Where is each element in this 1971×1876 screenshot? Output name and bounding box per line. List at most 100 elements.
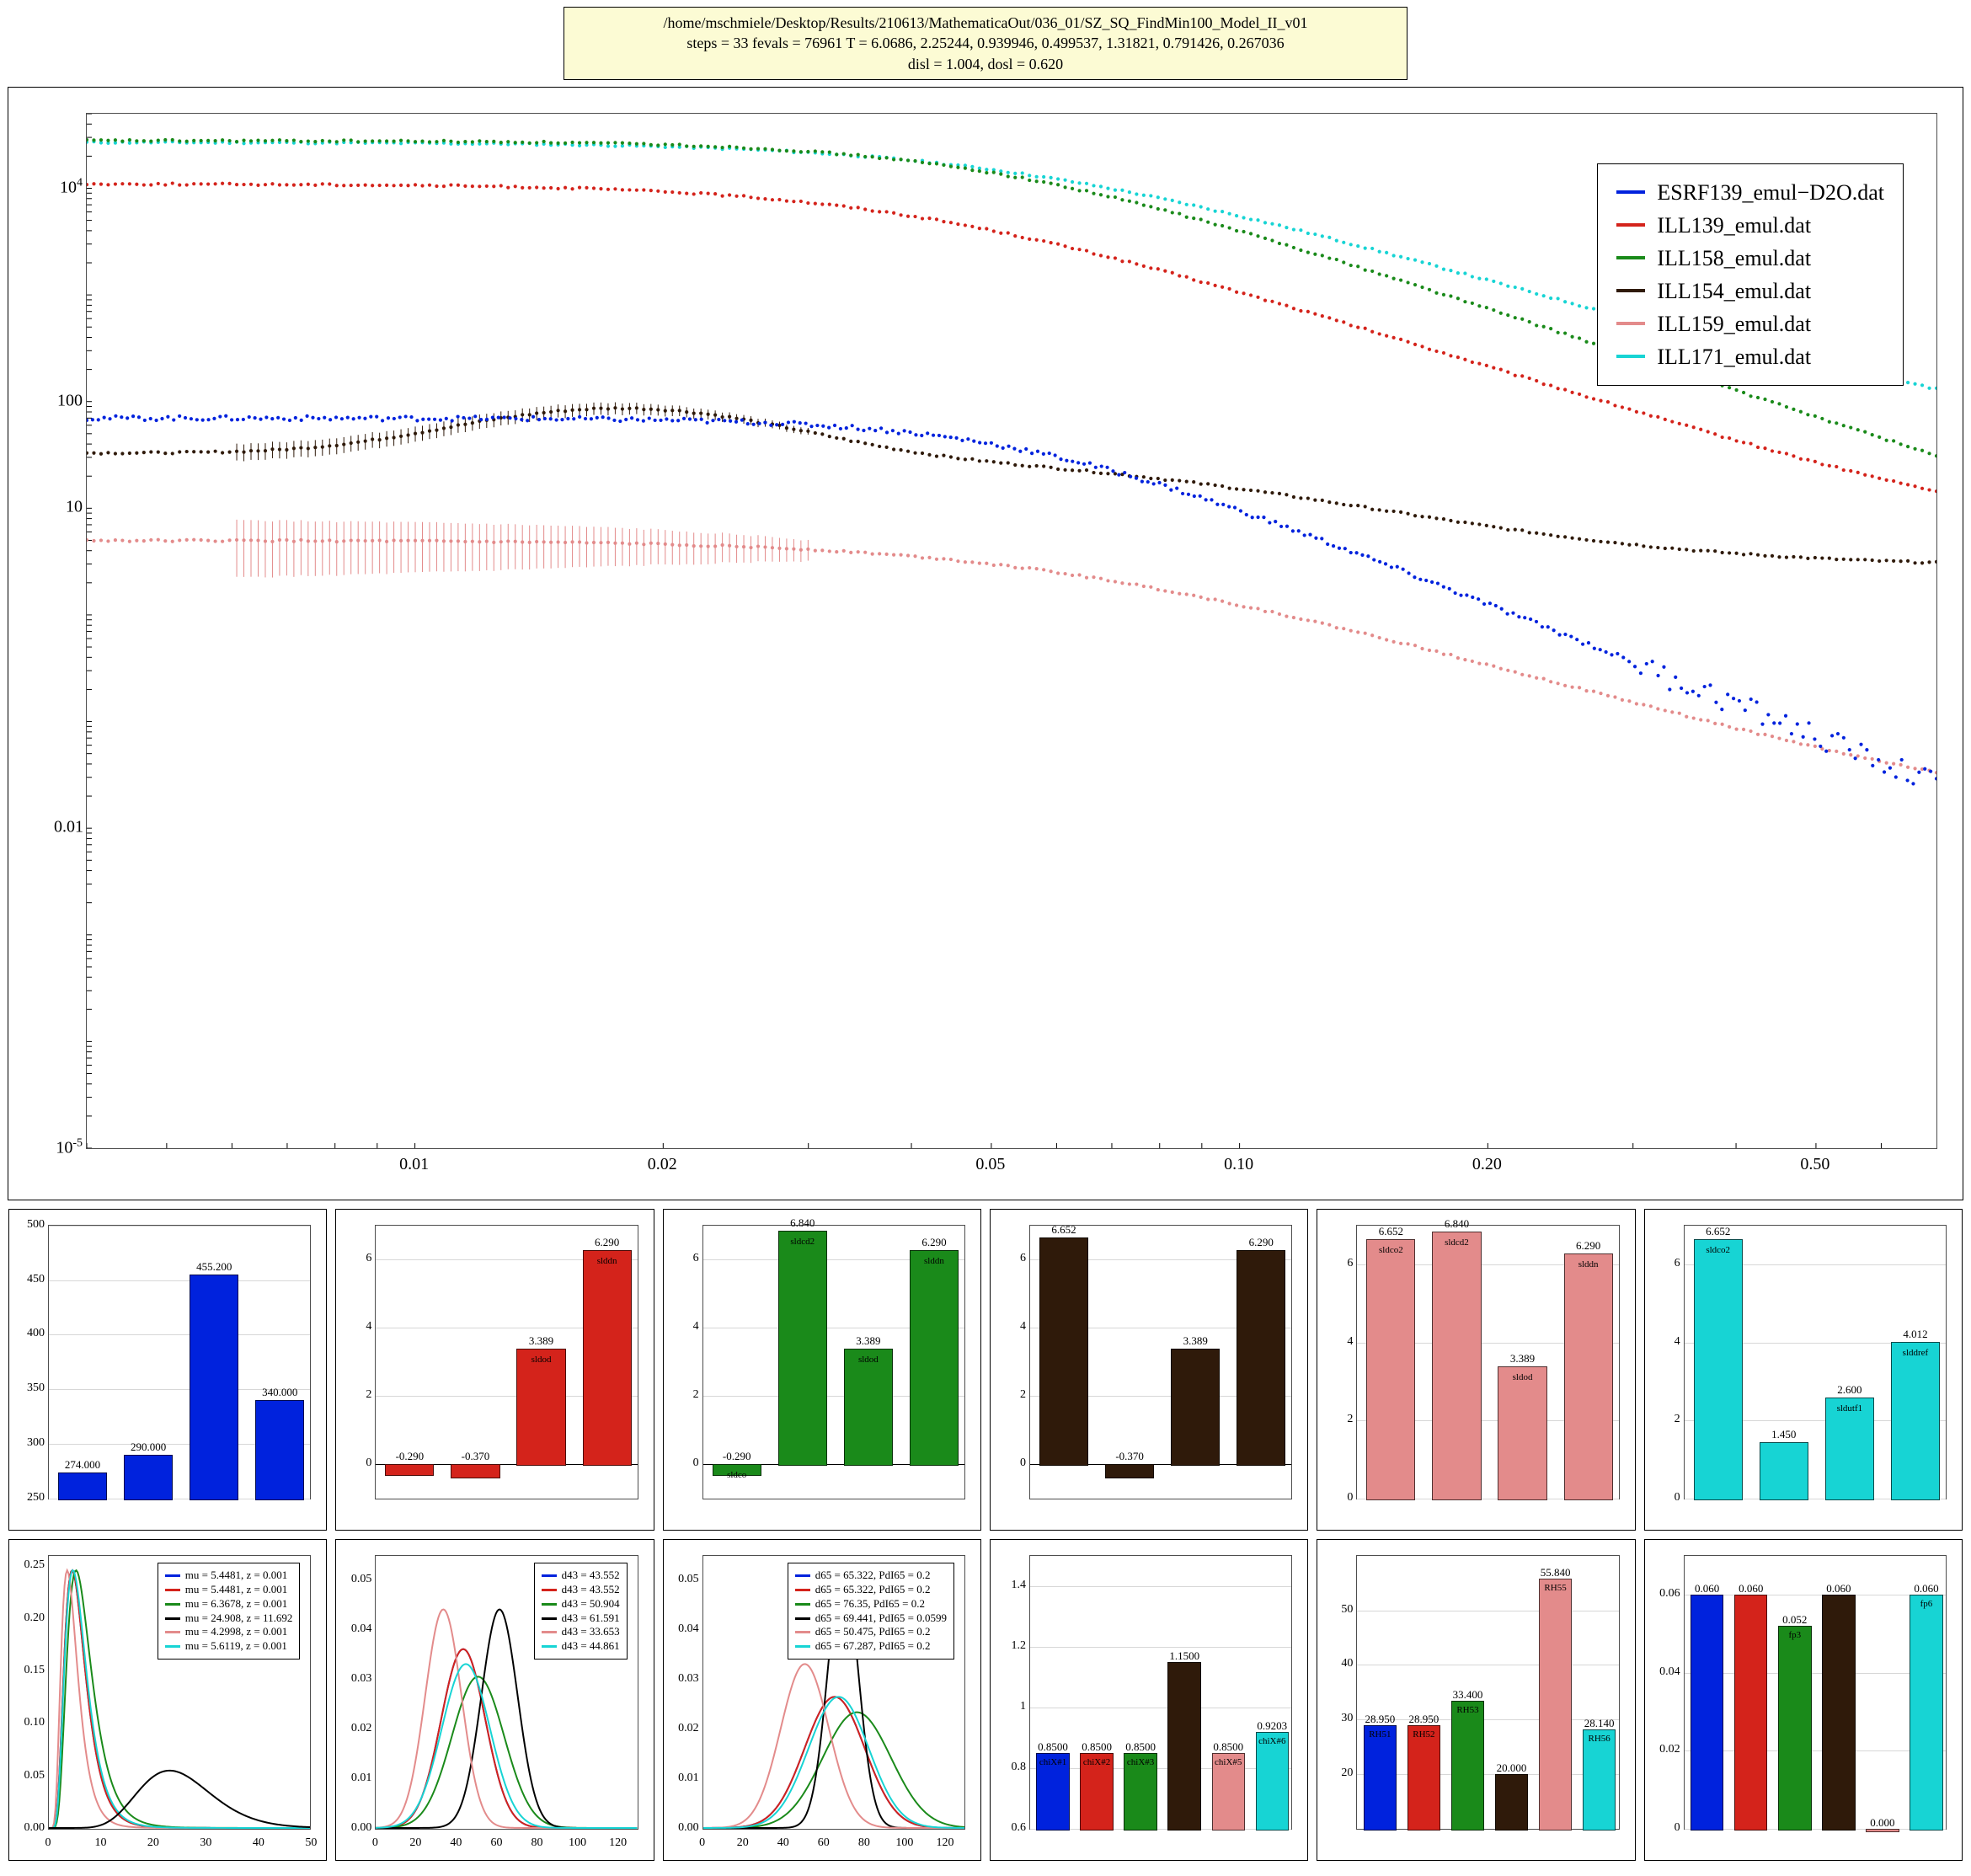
xtick: 40 (450, 1836, 462, 1850)
dist-panel: 0.8500 chiX#1 0.8500 chiX#2 0.8500 chiX#… (990, 1539, 1308, 1861)
bar-value: 6.840 (1445, 1217, 1469, 1231)
bar-value: 28.140 (1584, 1717, 1615, 1730)
bar: 0.000 (1866, 1829, 1899, 1832)
dist-panel: 28.950 RH51 28.950 RH52 33.400 RH53 20.0… (1317, 1539, 1635, 1861)
bar-inner-label: sldco (727, 1470, 746, 1480)
dist-plot: d43 = 43.552d43 = 43.552d43 = 50.904d43 … (375, 1555, 638, 1830)
legend-label: d65 = 69.441, PdI65 = 0.0599 (815, 1611, 947, 1626)
ytick: 100 (54, 391, 83, 410)
bar-value: 1.1500 (1169, 1649, 1199, 1663)
bar: 28.950 RH52 (1407, 1725, 1440, 1831)
ytick: 0.00 (345, 1821, 371, 1835)
ytick: 0.00 (672, 1821, 699, 1835)
legend-row: d65 = 67.287, PdI65 = 0.2 (795, 1639, 947, 1654)
legend-row: mu = 5.6119, z = 0.001 (165, 1639, 293, 1654)
bar-panel: 6.652sldco26.840sldcd23.389sldod6.290sld… (1317, 1209, 1635, 1531)
ytick: 0 (672, 1456, 699, 1470)
ytick: 0 (1326, 1491, 1353, 1505)
legend-swatch (542, 1617, 557, 1620)
legend-label: d65 = 50.475, PdI65 = 0.2 (815, 1625, 931, 1639)
legend-label: d43 = 43.552 (562, 1583, 620, 1597)
ytick: 0.03 (672, 1672, 699, 1686)
legend-row: d65 = 50.475, PdI65 = 0.2 (795, 1625, 947, 1639)
bar-value: 3.389 (1510, 1352, 1535, 1366)
ytick: 1.2 (999, 1639, 1026, 1653)
ytick: 10-5 (54, 1137, 83, 1158)
xtick: 120 (936, 1836, 953, 1850)
ytick: 0.01 (672, 1772, 699, 1785)
ytick: 0 (999, 1456, 1026, 1470)
xtick: 60 (490, 1836, 502, 1850)
ytick: 0.02 (672, 1722, 699, 1735)
ytick: 4 (345, 1320, 371, 1334)
legend-label: mu = 24.908, z = 11.692 (185, 1611, 293, 1626)
legend-row: ILL158_emul.dat (1616, 242, 1884, 275)
legend-swatch (1616, 190, 1645, 194)
bar: 3.389sldod (1498, 1366, 1546, 1500)
bar: 0.052 fp3 (1778, 1626, 1811, 1831)
title-line3: disl = 1.004, dosl = 0.620 (573, 54, 1398, 74)
bar-inner-label: chiX#5 (1215, 1757, 1242, 1767)
mini-legend: d43 = 43.552d43 = 43.552d43 = 50.904d43 … (534, 1563, 628, 1660)
legend-row: ILL171_emul.dat (1616, 340, 1884, 373)
legend-label: ILL158_emul.dat (1657, 242, 1811, 275)
ytick: 6 (345, 1252, 371, 1265)
bar: 6.840sldcd2 (1432, 1232, 1481, 1500)
legend-row: d43 = 44.861 (542, 1639, 620, 1654)
bar-panel: -0.290-0.3703.389sldod6.290slddn0246 (335, 1209, 654, 1531)
xtick: 30 (200, 1836, 211, 1850)
bar: -0.370 (1105, 1464, 1154, 1478)
bar-inner-label: sldcd2 (790, 1237, 815, 1247)
bar-value: 6.290 (921, 1236, 946, 1249)
legend-swatch (165, 1574, 180, 1577)
bar: 290.000 (124, 1455, 173, 1500)
bar: 0.8500 chiX#3 (1124, 1753, 1156, 1831)
legend-swatch (1616, 289, 1645, 292)
bar: 33.400 RH53 (1451, 1701, 1484, 1831)
legend-row: mu = 5.4481, z = 0.001 (165, 1569, 293, 1583)
ytick: 250 (18, 1491, 45, 1505)
legend-swatch (1616, 322, 1645, 325)
dist-plot: 0.8500 chiX#1 0.8500 chiX#2 0.8500 chiX#… (1029, 1555, 1292, 1830)
bar: 0.060 fp6 (1910, 1595, 1942, 1831)
xtick: 20 (409, 1836, 421, 1850)
bar-value: 0.9203 (1257, 1719, 1287, 1733)
bar-value: -0.370 (462, 1450, 490, 1463)
ytick: 0.10 (18, 1716, 45, 1729)
bar: 3.389 (1171, 1349, 1220, 1466)
bar-value: 0.060 (1695, 1582, 1719, 1595)
bar: 6.652 (1039, 1237, 1088, 1466)
bar: 28.140 RH56 (1583, 1729, 1616, 1831)
bar-inner-label: chiX#6 (1258, 1736, 1285, 1746)
legend-swatch (795, 1617, 810, 1620)
legend-label: mu = 5.4481, z = 0.001 (185, 1583, 288, 1597)
legend-row: mu = 5.4481, z = 0.001 (165, 1583, 293, 1597)
ytick: 350 (18, 1382, 45, 1395)
bar: 6.290slddn (583, 1250, 632, 1467)
bar-inner-label: sldco2 (1379, 1245, 1403, 1255)
ytick: 6 (999, 1252, 1026, 1265)
legend-swatch (542, 1645, 557, 1648)
bar: -0.290sldco (713, 1464, 761, 1476)
ytick: 4 (999, 1320, 1026, 1334)
bar-value: 0.060 (1914, 1582, 1938, 1595)
bar: 6.290slddn (1564, 1253, 1613, 1500)
legend-label: mu = 5.4481, z = 0.001 (185, 1569, 288, 1583)
bar-panel: -0.290sldco 6.840 sldcd2 3.389sldod 6.290 sld… (663, 1209, 981, 1531)
legend-label: ILL159_emul.dat (1657, 307, 1811, 340)
xtick: 20 (147, 1836, 159, 1850)
legend-label: ESRF139_emul−D2O.dat (1657, 176, 1884, 209)
bar-plot: 274.000290.000455.200340.000 (48, 1225, 311, 1499)
ytick: 0 (345, 1456, 371, 1470)
ytick: 4 (1653, 1335, 1680, 1349)
bar-inner-label: RH51 (1369, 1729, 1391, 1740)
legend-row: ILL154_emul.dat (1616, 275, 1884, 307)
legend-row: mu = 24.908, z = 11.692 (165, 1611, 293, 1626)
bar-value: 6.840 (790, 1216, 815, 1230)
bar: 3.389sldod (844, 1349, 893, 1466)
ytick: 40 (1326, 1657, 1353, 1670)
legend-swatch (795, 1589, 810, 1591)
dist-plot: d65 = 65.322, PdI65 = 0.2d65 = 65.322, P… (702, 1555, 965, 1830)
ytick: 450 (18, 1273, 45, 1286)
ytick: 20 (1326, 1766, 1353, 1780)
